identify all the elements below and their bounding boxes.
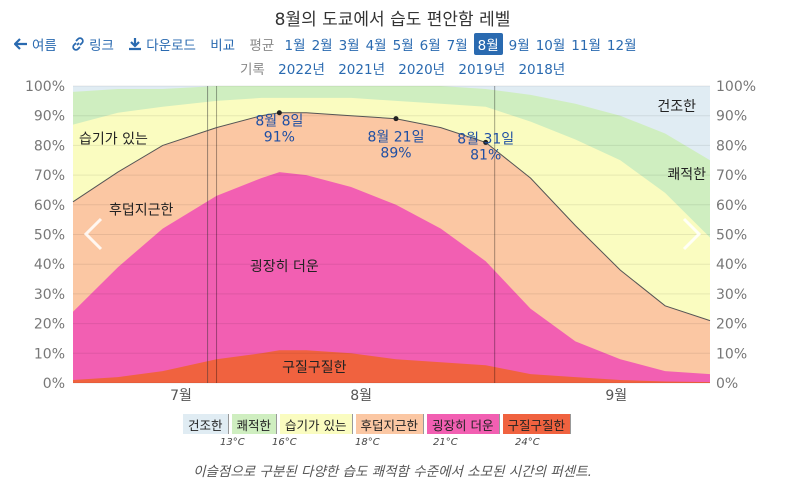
back-button[interactable]: 여름 (13, 34, 57, 54)
y-tick-label: 100% (25, 80, 65, 95)
y-tick-label: 10% (34, 346, 65, 362)
month-link[interactable]: 11월 (571, 38, 601, 54)
annotation-date: 8월 21일 (368, 130, 425, 146)
y-tick-label: 80% (716, 138, 747, 154)
band-miserable (73, 350, 710, 383)
y-tick-label: 90% (34, 109, 65, 125)
humidity-comfort-chart: 0% 0% 10% 10% 20% 20% 30% 30% 40% 40% 50% 50% 60% 60%… (25, 80, 756, 404)
band-label: 쾌적한 (667, 167, 706, 183)
band-oppressive (73, 172, 710, 383)
month-link[interactable]: 10월 (535, 38, 566, 54)
legend-threshold: 13°C (220, 437, 245, 448)
year-link[interactable]: 2019년 (458, 62, 506, 78)
chevron-left-icon (83, 217, 103, 251)
annotation-value: 81% (470, 147, 501, 163)
month-link[interactable]: 12월 (606, 38, 637, 54)
y-tick-label: 40% (716, 257, 747, 273)
year-link[interactable]: 2020년 (398, 62, 446, 78)
y-tick-label: 100% (716, 80, 756, 95)
annotation-marker (393, 116, 399, 122)
average-label: 평균 (249, 38, 275, 54)
muggy-boundary-line (72, 112, 711, 322)
page-title: 8월의 도쿄에서 습도 편안함 레벨 (274, 10, 511, 30)
year-link[interactable]: 2022년 (278, 62, 325, 78)
arrow-left-icon (13, 38, 27, 50)
y-tick-label: 90% (716, 109, 747, 125)
legend-item: 구질구질한 (502, 414, 572, 434)
y-tick-label: 20% (34, 317, 65, 333)
year-link[interactable]: 2018년 (518, 62, 566, 78)
chevron-right-icon (682, 217, 702, 251)
legend-item: 쾌적한 (231, 414, 278, 434)
legend-item: 후덥지근한 (355, 414, 425, 434)
y-tick-label: 0% (716, 376, 738, 392)
month-link[interactable]: 3월 (338, 38, 360, 54)
annotation-date: 8월 31일 (457, 131, 514, 147)
y-tick-label: 70% (716, 168, 747, 184)
month-link[interactable]: 4월 (365, 38, 387, 54)
band-label: 습기가 있는 (79, 131, 148, 147)
legend-threshold: 18°C (355, 437, 380, 448)
y-tick-label: 80% (34, 138, 65, 154)
legend-item: 습기가 있는 (280, 414, 353, 434)
legend-threshold: 16°C (272, 437, 297, 448)
y-tick-label: 70% (34, 168, 65, 184)
y-tick-label: 60% (716, 198, 747, 214)
compare-link[interactable]: 비교 (210, 38, 236, 54)
link-icon (72, 37, 84, 51)
month-link[interactable]: 6월 (419, 38, 441, 54)
annotation-value: 89% (380, 146, 411, 162)
x-tick-label: 9월 (605, 388, 627, 404)
legend-item: 건조한 (183, 414, 229, 434)
band-label: 구질구질한 (282, 360, 347, 376)
history-years: 기록 2022년 2021년 2020년 2019년 2018년 (240, 58, 574, 78)
annotation-value: 91% (264, 130, 295, 146)
legend: 건조한 쾌적한 습기가 있는 후덥지근한 굉장히 더운 구질구질한 (183, 414, 574, 434)
legend-threshold: 21°C (433, 437, 458, 448)
month-list: 1월 2월 3월 4월 5월 6월 7월 8월 9월 10월 11월 12월 (285, 33, 643, 55)
month-link[interactable]: 5월 (392, 38, 414, 54)
annotation-date: 8월 8일 (255, 114, 303, 130)
y-tick-label: 40% (34, 257, 65, 273)
band-label: 후덥지근한 (109, 203, 174, 219)
legend-item: 굉장히 더운 (427, 414, 500, 434)
y-tick-label: 20% (716, 317, 747, 333)
y-tick-label: 30% (716, 287, 747, 303)
y-tick-label: 50% (716, 228, 747, 244)
y-tick-label: 50% (34, 228, 65, 244)
y-tick-label: 10% (716, 346, 747, 362)
month-link[interactable]: 2월 (311, 38, 333, 54)
month-link[interactable]: 8월 (473, 33, 503, 55)
annotation-marker (276, 110, 282, 116)
y-tick-label: 60% (34, 198, 65, 214)
month-link[interactable]: 1월 (284, 38, 306, 54)
x-tick-label: 8월 (350, 388, 372, 404)
chart-caption: 이슬점으로 구분된 다양한 습도 쾌적함 수준에서 소모된 시간의 퍼센트. (193, 464, 592, 480)
toolbar: 여름 링크 다운로드 비교 평균 1월 2월 3월 4월 5월 6월 7월 8월 9월 10월 11… (13, 33, 643, 55)
legend-threshold: 24°C (515, 437, 540, 448)
year-link[interactable]: 2021년 (338, 62, 385, 78)
y-tick-label: 0% (43, 376, 65, 392)
band-label: 굉장히 더운 (250, 259, 319, 275)
x-tick-label: 7월 (170, 388, 192, 404)
annotation-marker (483, 139, 489, 145)
y-tick-label: 30% (34, 287, 65, 303)
link-button[interactable]: 링크 (71, 34, 114, 54)
band-label: 건조한 (657, 99, 696, 115)
month-link[interactable]: 7월 (446, 38, 468, 54)
month-link[interactable]: 9월 (508, 38, 530, 54)
download-icon (129, 38, 142, 51)
history-label: 기록 (240, 62, 265, 78)
download-button[interactable]: 다운로드 (128, 34, 196, 54)
